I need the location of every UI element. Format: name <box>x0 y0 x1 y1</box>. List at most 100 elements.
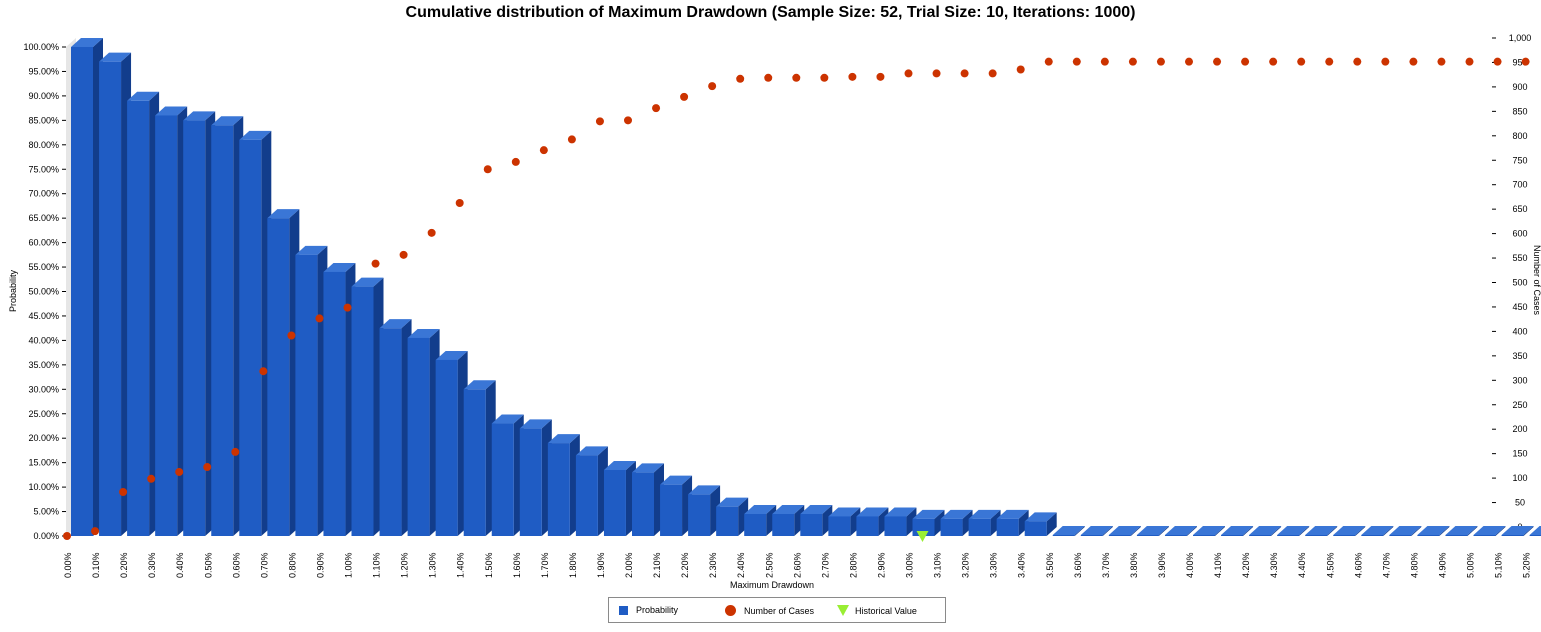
x-tick-label: 2.70% <box>820 552 830 578</box>
bar-top <box>1333 526 1366 535</box>
bar-front <box>1529 535 1541 536</box>
bar-front <box>884 516 907 536</box>
bar-top <box>575 446 608 456</box>
cases-point <box>904 69 913 78</box>
bar <box>1529 526 1541 536</box>
bar <box>1024 512 1057 536</box>
y2-tick-label: 1,000 <box>1509 33 1532 43</box>
bar <box>127 91 160 536</box>
bar-side <box>1467 526 1478 536</box>
bar-side <box>1495 526 1506 536</box>
bar-front <box>744 513 767 536</box>
bar-side <box>962 509 973 536</box>
bar <box>968 509 1001 536</box>
bar-top <box>407 328 440 338</box>
cases-point <box>680 92 689 101</box>
bar <box>716 497 749 536</box>
x-tick-label: 1.40% <box>456 552 466 578</box>
x-tick-label: 1.20% <box>400 552 410 578</box>
bar-front <box>996 518 1019 536</box>
bar-top <box>1108 526 1141 535</box>
cases-point <box>652 104 661 113</box>
bar-front <box>1389 535 1412 536</box>
bar-front <box>1193 535 1215 536</box>
bar-front <box>1333 535 1356 536</box>
y-tick-label: 65.00% <box>28 213 59 223</box>
bar-front <box>463 389 486 536</box>
bar <box>1221 526 1254 536</box>
bar <box>463 380 496 536</box>
y-tick-label: 80.00% <box>28 140 59 150</box>
bar-front <box>1080 535 1103 536</box>
bar-front <box>435 359 458 536</box>
y2-tick-label: 750 <box>1512 155 1527 165</box>
bar-top <box>996 509 1029 519</box>
bar-top <box>379 319 412 329</box>
bar-top <box>1136 526 1169 535</box>
cases-point <box>147 474 156 483</box>
bar-side <box>1383 526 1394 536</box>
bar <box>884 507 917 536</box>
bar-top <box>351 277 384 287</box>
cases-point <box>848 72 857 81</box>
x-tick-label: 4.20% <box>1241 552 1251 578</box>
bar-side <box>1018 509 1029 536</box>
y2-tick-label: 100 <box>1512 473 1527 483</box>
y2-tick-label: 450 <box>1512 302 1527 312</box>
chart-legend: Probability Number of Cases Historical V… <box>608 597 946 623</box>
cases-swatch-icon <box>725 605 736 616</box>
bar <box>1361 526 1394 536</box>
y2-tick-label: 400 <box>1512 326 1527 336</box>
bar-side <box>1046 512 1057 536</box>
bar-side <box>1130 526 1141 536</box>
bar-top <box>772 504 805 514</box>
x-tick-label: 0.70% <box>259 552 269 578</box>
x-tick-label: 0.90% <box>315 552 325 578</box>
bar <box>1108 526 1141 536</box>
bar-side <box>1523 526 1534 536</box>
bar-front <box>1221 535 1244 536</box>
legend-label-cases: Number of Cases <box>744 605 815 616</box>
bar-front <box>183 120 206 536</box>
bar-top <box>1164 526 1197 535</box>
bar-front <box>575 455 598 536</box>
bar-front <box>632 472 654 536</box>
cases-point <box>932 69 941 78</box>
bar-top <box>1473 526 1506 535</box>
y2-tick-label: 800 <box>1512 131 1527 141</box>
x-tick-label: 0.20% <box>119 552 129 578</box>
cases-point <box>399 250 408 259</box>
x-tick-label: 0.30% <box>147 552 157 578</box>
y-tick-label: 20.00% <box>28 433 59 443</box>
bar-side <box>990 509 1001 536</box>
y-tick-label: 10.00% <box>28 482 59 492</box>
cases-point <box>960 69 969 78</box>
y-tick-label: 0.00% <box>33 531 59 541</box>
bar-front <box>968 518 991 536</box>
legend-label-historical: Historical Value <box>855 605 917 616</box>
x-tick-label: 4.10% <box>1213 552 1223 578</box>
bar-front <box>1417 535 1440 536</box>
y2-tick-label: 950 <box>1512 57 1527 67</box>
bar <box>519 419 552 536</box>
y2-tick-label: 200 <box>1512 424 1527 434</box>
bar-side <box>1439 526 1450 536</box>
cases-point <box>315 314 324 323</box>
cases-point <box>1044 57 1053 66</box>
x-tick-label: 4.40% <box>1297 552 1307 578</box>
bar-top <box>1417 526 1450 535</box>
bar <box>1445 526 1478 536</box>
bar-top <box>1361 526 1394 535</box>
bar-side <box>1271 526 1282 536</box>
bar-side <box>1074 526 1085 536</box>
bar-top <box>1193 526 1225 535</box>
y2-tick-label: 300 <box>1512 375 1527 385</box>
y2-tick-label: 50 <box>1515 498 1525 508</box>
chart-title: Cumulative distribution of Maximum Drawd… <box>405 4 1136 21</box>
bar <box>856 507 889 536</box>
bar <box>1417 526 1450 536</box>
y2-axis-title: Number of Cases <box>1532 245 1541 316</box>
x-tick-label: 1.90% <box>596 552 606 578</box>
cases-point <box>1269 57 1278 66</box>
x-tick-label: 3.20% <box>961 552 971 578</box>
